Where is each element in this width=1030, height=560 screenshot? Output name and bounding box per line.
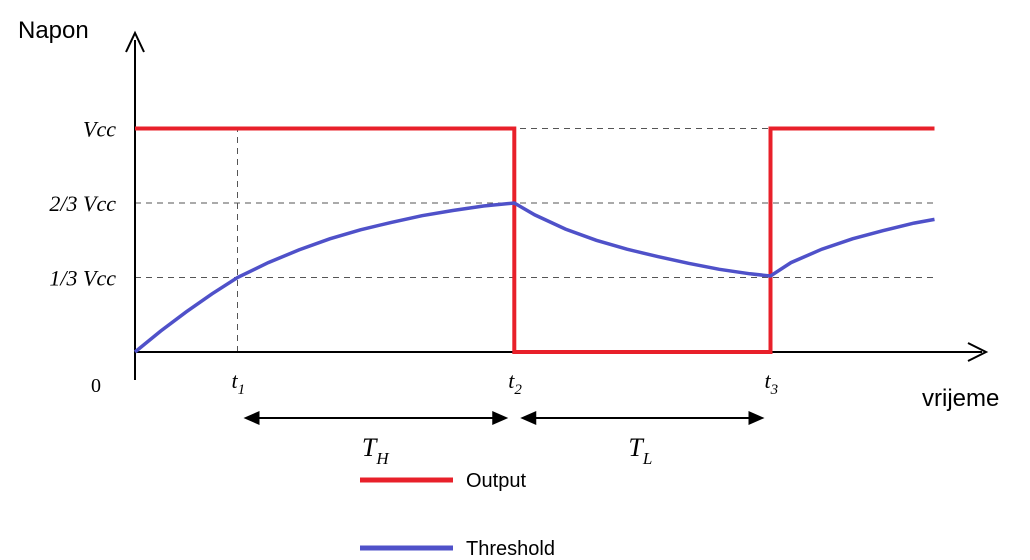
y-axis-label: Napon	[18, 17, 89, 44]
origin-label: 0	[91, 375, 101, 397]
arrow-left-icon	[520, 411, 537, 425]
arrow-right-icon	[492, 411, 509, 425]
time-label-1: t2	[508, 368, 522, 398]
time-label-2: t3	[765, 368, 779, 398]
reference-lines	[135, 128, 937, 352]
interval-arrows: TH TL	[243, 411, 765, 468]
series-lines	[133, 126, 935, 354]
level-label-2: 1/3 Vcc	[49, 266, 116, 291]
interval-label-1: TL	[628, 433, 652, 468]
arrow-right-icon	[748, 411, 765, 425]
time-labels: t1 t2 t3	[232, 368, 779, 398]
legend: Output Threshold	[360, 470, 555, 560]
interval-label-0: TH	[362, 433, 390, 468]
x-axis-arrow-icon	[967, 342, 989, 362]
arrow-left-icon	[243, 411, 260, 425]
x-axis-label: vrijeme	[922, 385, 999, 412]
legend-label-output: Output	[466, 470, 526, 492]
series-output	[135, 126, 935, 354]
level-labels: Vcc 2/3 Vcc 1/3 Vcc	[49, 117, 116, 291]
series-threshold	[133, 201, 935, 354]
legend-label-threshold: Threshold	[466, 538, 555, 560]
y-axis-arrow-icon	[125, 30, 145, 53]
level-label-1: 2/3 Vcc	[49, 191, 116, 216]
level-label-0: Vcc	[83, 117, 116, 142]
time-label-0: t1	[232, 368, 246, 398]
